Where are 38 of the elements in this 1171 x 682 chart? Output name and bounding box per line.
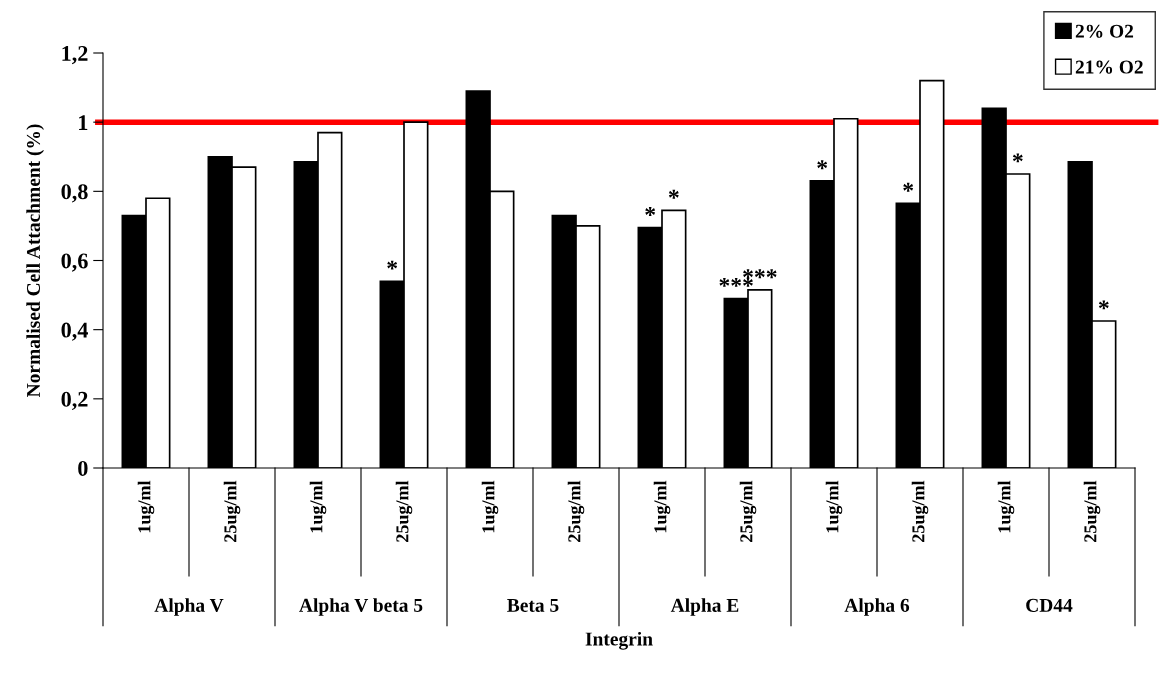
- legend-label: 2% O2: [1075, 24, 1134, 38]
- x-tick-label: 25ug/ml: [395, 480, 413, 542]
- x-tick-label: 1ug/ml: [997, 480, 1015, 533]
- text: Beta 5: [507, 598, 559, 612]
- x-axis-title: Integrin: [585, 631, 653, 650]
- x-tick-label: 25ug/ml: [911, 480, 929, 542]
- x-tick-label: 1ug/ml: [137, 480, 155, 533]
- y-axis-title: Normalised Cell Attachment (%): [26, 124, 44, 398]
- data-label: ***: [719, 277, 753, 287]
- text: CD44: [1026, 598, 1073, 612]
- data-label: *: [668, 189, 679, 199]
- y-tick-label: 0,8: [61, 184, 88, 203]
- text: Alpha E: [670, 598, 739, 616]
- x-tick-label: 1ug/ml: [309, 480, 327, 533]
- data-label: *: [387, 260, 398, 270]
- legend-label: 21% O2: [1075, 60, 1143, 74]
- x-tick-label: 25ug/ml: [223, 480, 241, 542]
- x-tick-label: 25ug/ml: [1083, 480, 1101, 542]
- data-label: *: [1098, 300, 1109, 310]
- y-tick-label: 0,6: [61, 253, 88, 272]
- data-label: *: [817, 160, 828, 170]
- x-tick-label: 25ug/ml: [567, 480, 585, 542]
- y-tick-label: 0,2: [61, 391, 88, 410]
- x-tick-label: 1ug/ml: [653, 480, 671, 533]
- data-label: *: [645, 207, 656, 216]
- data-label: *: [1012, 153, 1023, 163]
- x-tick-label: 1ug/ml: [825, 480, 843, 533]
- y-tick-label: 1: [79, 115, 88, 130]
- x-tick-label: 1ug/ml: [481, 480, 499, 533]
- y-tick-label: 1,2: [62, 45, 88, 65]
- data-label: ***: [743, 269, 777, 279]
- text: Alpha V: [154, 598, 224, 616]
- y-tick-label: 0: [78, 460, 88, 476]
- text: Alpha V beta 5: [299, 598, 423, 616]
- text: Alpha 6: [844, 598, 910, 616]
- x-tick-label: 25ug/ml: [739, 480, 757, 542]
- y-tick-label: 0,4: [61, 322, 88, 341]
- data-label: *: [903, 182, 914, 192]
